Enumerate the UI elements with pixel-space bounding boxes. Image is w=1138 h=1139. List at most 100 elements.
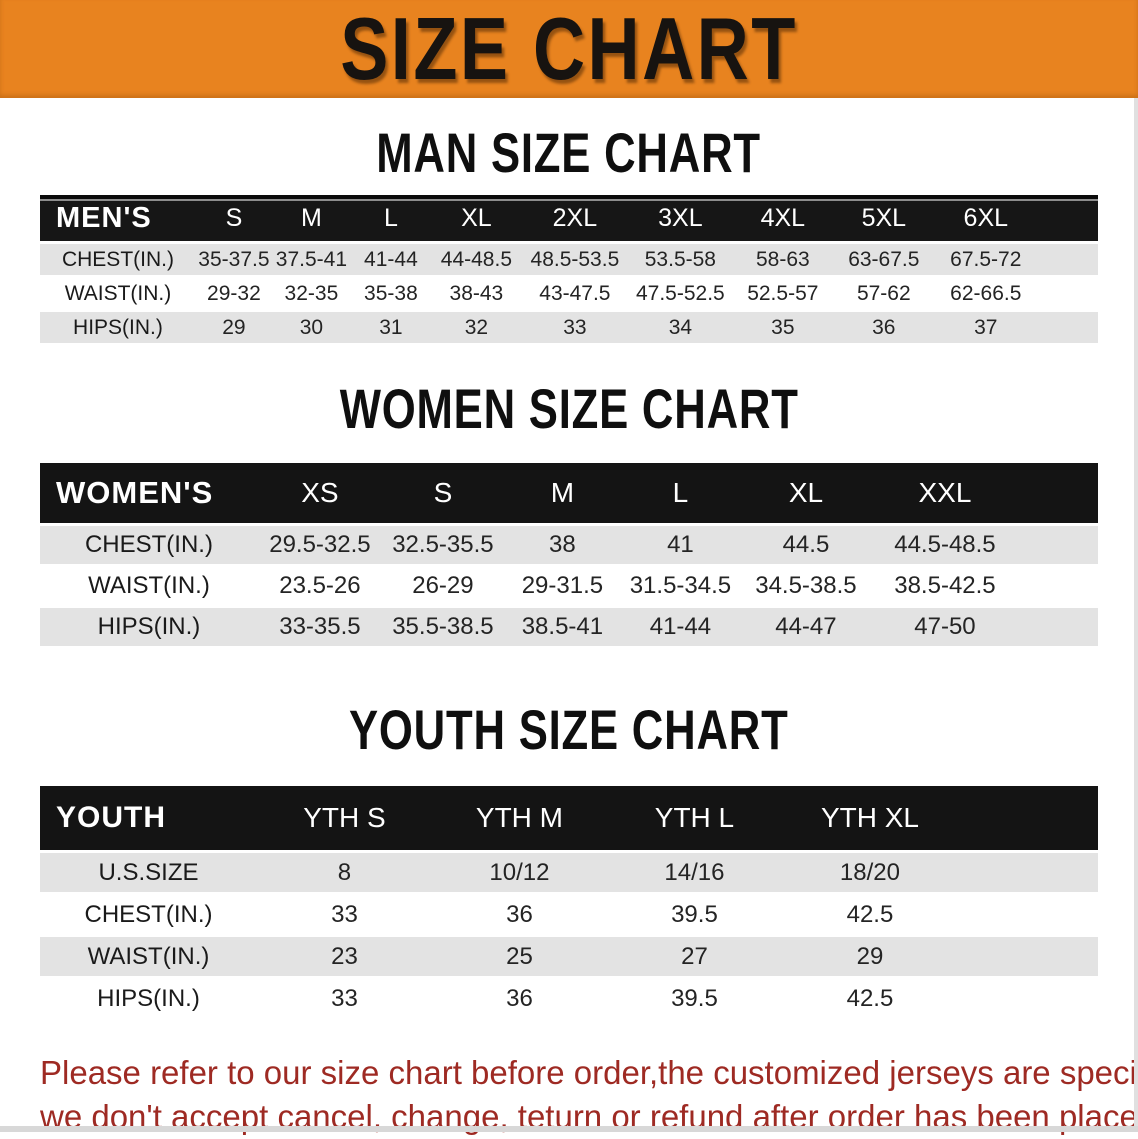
cell-value: 47.5-52.5 — [627, 278, 733, 309]
cell-value: 36 — [431, 979, 607, 1018]
image-bottom-edge — [0, 1126, 1138, 1132]
cell-value: 39.5 — [606, 895, 782, 934]
women-chart-heading: WOMEN SIZE CHART — [0, 380, 1138, 438]
table-header-row: MEN'S S M L XL 2XL 3XL 4XL 5XL 6XL — [40, 195, 1098, 241]
row-filler — [957, 979, 1098, 1018]
cell-value: 35.5-38.5 — [381, 608, 504, 646]
table-row: CHEST(IN.) 29.5-32.5 32.5-35.5 38 41 44.5 44.5… — [40, 526, 1098, 564]
row-label: HIPS(IN.) — [40, 979, 257, 1018]
table-corner-label: MEN'S — [40, 195, 196, 241]
cell-value: 8 — [256, 853, 432, 892]
man-size-table: MEN'S S M L XL 2XL 3XL 4XL 5XL 6XL CHEST(IN.) 35-37… — [40, 192, 1098, 346]
row-filler — [957, 937, 1098, 976]
cell-value: 10/12 — [431, 853, 607, 892]
cell-value: 44-47 — [739, 608, 872, 646]
header-filler — [957, 786, 1098, 850]
cell-value: 32-35 — [271, 278, 351, 309]
column-header: L — [620, 463, 740, 523]
youth-size-table: YOUTH YTH S YTH M YTH L YTH XL U.S.SIZE 8 10/12… — [40, 783, 1098, 1021]
cell-value: 23 — [256, 937, 432, 976]
column-header: S — [381, 463, 504, 523]
cell-value: 29.5-32.5 — [257, 526, 382, 564]
row-filler — [1017, 567, 1098, 605]
column-header: L — [350, 195, 431, 241]
cell-value: 44.5-48.5 — [871, 526, 1018, 564]
row-label: WAIST(IN.) — [40, 937, 257, 976]
man-chart-heading: MAN SIZE CHART — [0, 124, 1138, 182]
row-label: HIPS(IN.) — [40, 312, 196, 343]
youth-chart-heading-text: YOUTH SIZE CHART — [349, 698, 789, 761]
column-header: XS — [257, 463, 382, 523]
table-row: WAIST(IN.) 29-32 32-35 35-38 38-43 43-47.5 47.… — [40, 278, 1098, 309]
column-header: YTH L — [606, 786, 782, 850]
column-header: YTH S — [256, 786, 432, 850]
cell-value: 31 — [350, 312, 431, 343]
cell-value: 30 — [271, 312, 351, 343]
size-table: WOMEN'S XS S M L XL XXL CHEST(IN.) 29.5-32.5 32.5… — [40, 460, 1098, 649]
table-row: HIPS(IN.) 33 36 39.5 42.5 — [40, 979, 1098, 1018]
cell-value: 32 — [430, 312, 522, 343]
row-filler — [1017, 608, 1098, 646]
cell-value: 29 — [195, 312, 272, 343]
disclaimer-line-2: we don't accept cancel, change, teturn o… — [40, 1098, 1138, 1135]
cell-value: 38-43 — [430, 278, 522, 309]
table-row: WAIST(IN.) 23 25 27 29 — [40, 937, 1098, 976]
table-corner-label: WOMEN'S — [40, 463, 258, 523]
table-row: CHEST(IN.) 33 36 39.5 42.5 — [40, 895, 1098, 934]
cell-value: 33 — [256, 895, 432, 934]
row-label: WAIST(IN.) — [40, 278, 196, 309]
cell-value: 52.5-57 — [732, 278, 833, 309]
cell-value: 41-44 — [350, 244, 431, 275]
table-header-row: YOUTH YTH S YTH M YTH L YTH XL — [40, 786, 1098, 850]
cell-value: 38.5-41 — [503, 608, 621, 646]
row-filler — [1036, 278, 1098, 309]
header-filler — [1036, 195, 1098, 241]
table-corner-label: YOUTH — [40, 786, 257, 850]
size-chart-banner: SIZE CHART — [0, 0, 1138, 98]
row-label: CHEST(IN.) — [40, 526, 258, 564]
cell-value: 37 — [934, 312, 1037, 343]
image-right-edge — [1134, 98, 1138, 1132]
row-label: U.S.SIZE — [40, 853, 257, 892]
cell-value: 29 — [781, 937, 958, 976]
cell-value: 26-29 — [381, 567, 504, 605]
column-header: 5XL — [832, 195, 935, 241]
column-header: M — [503, 463, 621, 523]
column-header: 3XL — [627, 195, 733, 241]
cell-value: 48.5-53.5 — [521, 244, 628, 275]
cell-value: 43-47.5 — [521, 278, 628, 309]
cell-value: 33 — [521, 312, 628, 343]
banner-title: SIZE CHART — [340, 0, 798, 98]
cell-value: 36 — [832, 312, 935, 343]
cell-value: 33-35.5 — [257, 608, 382, 646]
column-header: YTH M — [431, 786, 607, 850]
cell-value: 38.5-42.5 — [871, 567, 1018, 605]
table-row: U.S.SIZE 8 10/12 14/16 18/20 — [40, 853, 1098, 892]
column-header: 4XL — [732, 195, 833, 241]
row-label: HIPS(IN.) — [40, 608, 258, 646]
women-chart-heading-text: WOMEN SIZE CHART — [339, 377, 799, 440]
cell-value: 44.5 — [739, 526, 872, 564]
cell-value: 31.5-34.5 — [620, 567, 740, 605]
row-label: WAIST(IN.) — [40, 567, 258, 605]
size-table: YOUTH YTH S YTH M YTH L YTH XL U.S.SIZE 8 10/12… — [40, 783, 1098, 1021]
cell-value: 39.5 — [606, 979, 782, 1018]
column-header: XL — [739, 463, 872, 523]
cell-value: 14/16 — [606, 853, 782, 892]
row-filler — [1036, 244, 1098, 275]
column-header: S — [195, 195, 272, 241]
column-header: 2XL — [521, 195, 628, 241]
women-size-table: WOMEN'S XS S M L XL XXL CHEST(IN.) 29.5-32.5 32.5… — [40, 460, 1098, 649]
cell-value: 35-37.5 — [195, 244, 272, 275]
man-chart-heading-text: MAN SIZE CHART — [376, 121, 762, 184]
cell-value: 33 — [256, 979, 432, 1018]
youth-size-section: YOUTH SIZE CHART YOUTH YTH S YTH M YTH L YTH… — [0, 701, 1138, 1021]
table-row: HIPS(IN.) 29 30 31 32 33 34 35 36 37 — [40, 312, 1098, 343]
cell-value: 53.5-58 — [627, 244, 733, 275]
cell-value: 47-50 — [871, 608, 1018, 646]
cell-value: 37.5-41 — [271, 244, 351, 275]
table-row: HIPS(IN.) 33-35.5 35.5-38.5 38.5-41 41-44 44-… — [40, 608, 1098, 646]
cell-value: 42.5 — [781, 979, 958, 1018]
cell-value: 35-38 — [350, 278, 431, 309]
row-filler — [1017, 526, 1098, 564]
